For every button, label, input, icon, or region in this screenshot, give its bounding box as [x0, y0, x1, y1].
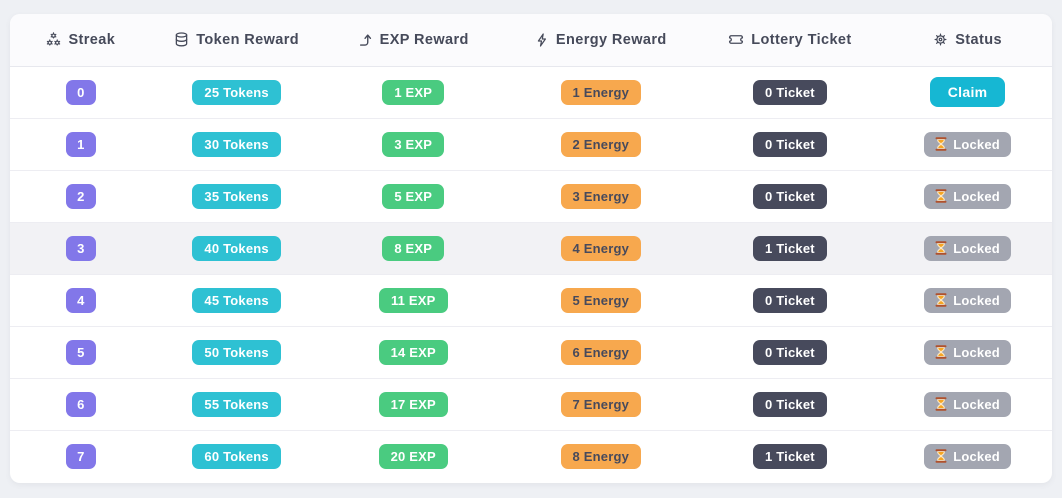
lottery-ticket-badge: 0 Ticket [753, 131, 827, 157]
token-reward-badge: 55 Tokens [192, 391, 281, 417]
hourglass-icon [935, 189, 947, 203]
table-row: 1 30 Tokens 3 EXP 2 Energy 0 Ticket Lock… [10, 117, 1052, 170]
gear-icon [933, 32, 948, 47]
locked-status-badge: Locked [924, 339, 1011, 365]
lottery-ticket-badge: 1 Ticket [753, 235, 827, 261]
energy-reward-badge: 4 Energy [560, 235, 642, 261]
column-header-token-reward: Token Reward [151, 14, 322, 67]
table-row: 6 55 Tokens 17 EXP 7 Energy 0 Ticket Loc… [10, 377, 1052, 430]
locked-status-label: Locked [953, 188, 1000, 204]
table-row: 4 45 Tokens 11 EXP 5 Energy 0 Ticket Loc… [10, 273, 1052, 326]
exp-reward-badge: 20 EXP [378, 443, 448, 469]
table-row: 0 25 Tokens 1 EXP 1 Energy 0 Ticket Clai… [10, 66, 1052, 118]
exp-reward-badge: 17 EXP [378, 391, 448, 417]
locked-status-badge: Locked [924, 235, 1011, 261]
column-label-lottery-ticket: Lottery Ticket [751, 31, 852, 48]
token-reward-badge: 25 Tokens [192, 79, 281, 105]
hourglass-icon [935, 449, 947, 464]
energy-reward-badge: 2 Energy [560, 131, 642, 157]
table-row: 2 35 Tokens 5 EXP 3 Energy 0 Ticket Lock… [10, 169, 1052, 222]
lottery-ticket-badge: 1 Ticket [753, 443, 827, 469]
exp-reward-badge: 8 EXP [382, 235, 445, 261]
column-label-energy-reward: Energy Reward [555, 31, 667, 48]
claim-button[interactable]: Claim [929, 77, 1006, 107]
hourglass-icon [935, 345, 947, 359]
column-header-energy-reward: Energy Reward [504, 14, 697, 67]
hourglass-icon [935, 137, 947, 151]
lottery-ticket-badge: 0 Ticket [753, 339, 827, 365]
column-header-lottery-ticket: Lottery Ticket [696, 14, 884, 67]
locked-status-label: Locked [953, 292, 1000, 308]
locked-status-label: Locked [953, 448, 1000, 464]
token-reward-badge: 60 Tokens [192, 443, 281, 469]
daily-streak-rewards-card: Streak Token Reward [10, 14, 1052, 483]
streak-badge: 3 [65, 235, 96, 261]
column-label-streak: Streak [68, 31, 116, 48]
locked-status-label: Locked [953, 344, 1000, 360]
exp-reward-badge: 11 EXP [378, 287, 448, 313]
energy-reward-badge: 1 Energy [560, 79, 642, 105]
streak-badge: 5 [65, 339, 96, 365]
energy-reward-badge: 3 Energy [560, 183, 642, 209]
locked-status-label: Locked [953, 396, 1000, 412]
energy-reward-badge: 5 Energy [560, 287, 642, 313]
locked-status-label: Locked [953, 240, 1000, 256]
locked-status-badge: Locked [924, 183, 1011, 209]
streak-nodes-icon [46, 32, 61, 47]
column-header-exp-reward: EXP Reward [321, 14, 505, 67]
streak-badge: 2 [65, 183, 96, 209]
token-reward-badge: 45 Tokens [192, 287, 281, 313]
column-label-token-reward: Token Reward [196, 31, 300, 48]
streak-badge: 4 [65, 287, 96, 313]
column-label-exp-reward: EXP Reward [379, 31, 469, 48]
locked-status-badge: Locked [924, 131, 1011, 157]
token-reward-badge: 50 Tokens [192, 339, 281, 365]
lottery-ticket-badge: 0 Ticket [753, 287, 827, 313]
exp-reward-badge: 5 EXP [382, 183, 445, 209]
exp-reward-badge: 14 EXP [378, 339, 448, 365]
lottery-ticket-badge: 0 Ticket [753, 183, 827, 209]
level-up-arrow-icon [358, 32, 373, 47]
exp-reward-badge: 3 EXP [382, 131, 445, 157]
column-header-streak: Streak [10, 14, 152, 67]
token-reward-badge: 30 Tokens [192, 131, 281, 157]
energy-reward-badge: 8 Energy [560, 443, 642, 469]
energy-reward-badge: 7 Energy [560, 391, 642, 417]
streak-badge: 6 [65, 391, 96, 417]
hourglass-icon [935, 241, 947, 255]
column-header-status: Status [883, 14, 1052, 67]
streak-rewards-table: Streak Token Reward [10, 14, 1052, 482]
lottery-ticket-badge: 0 Ticket [753, 391, 827, 417]
token-reward-badge: 35 Tokens [192, 183, 281, 209]
locked-status-badge: Locked [924, 443, 1011, 469]
column-label-status: Status [955, 31, 1002, 48]
streak-badge: 0 [65, 79, 96, 105]
table-row: 7 60 Tokens 20 EXP 8 Energy 1 Ticket Loc… [10, 429, 1052, 482]
exp-reward-badge: 1 EXP [382, 79, 445, 105]
streak-badge: 7 [65, 443, 96, 469]
hourglass-icon [935, 397, 947, 411]
locked-status-badge: Locked [924, 287, 1011, 313]
locked-status-badge: Locked [924, 391, 1011, 417]
locked-status-label: Locked [953, 136, 1000, 152]
ticket-icon [728, 32, 744, 47]
energy-reward-badge: 6 Energy [560, 339, 642, 365]
reward-table-body: 0 25 Tokens 1 EXP 1 Energy 0 Ticket Clai… [10, 66, 1052, 482]
table-row: 5 50 Tokens 14 EXP 6 Energy 0 Ticket Loc… [10, 325, 1052, 378]
lottery-ticket-badge: 0 Ticket [753, 79, 827, 105]
token-reward-badge: 40 Tokens [192, 235, 281, 261]
streak-badge: 1 [65, 131, 96, 157]
lightning-icon [535, 33, 549, 47]
hourglass-icon [935, 293, 947, 307]
table-header: Streak Token Reward [10, 14, 1052, 67]
table-row: 3 40 Tokens 8 EXP 4 Energy 1 Ticket Lock… [10, 221, 1052, 274]
database-icon [174, 32, 189, 47]
